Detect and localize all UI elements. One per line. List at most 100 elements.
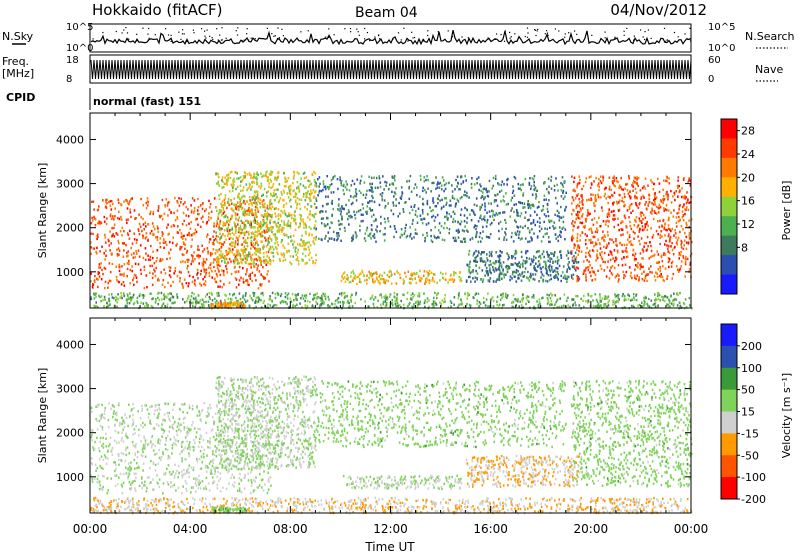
range-cell: [635, 258, 637, 260]
range-cell: [410, 282, 412, 284]
range-cell: [654, 201, 656, 203]
range-cell: [197, 269, 199, 271]
range-cell: [549, 279, 551, 281]
range-cell: [218, 227, 220, 229]
range-cell: [391, 299, 393, 301]
range-cell: [439, 279, 441, 281]
range-cell: [534, 269, 536, 271]
range-cell: [338, 301, 340, 303]
range-cell: [623, 271, 625, 273]
range-cell: [688, 242, 690, 244]
range-cell: [525, 211, 527, 213]
range-cell: [348, 209, 350, 211]
range-cell: [231, 184, 233, 186]
range-cell: [518, 201, 520, 203]
range-cell: [526, 276, 528, 278]
range-cell: [489, 251, 491, 253]
range-cell: [207, 233, 209, 235]
range-cell: [460, 197, 462, 199]
range-cell: [375, 187, 377, 189]
range-cell: [455, 205, 457, 207]
range-cell: [632, 244, 634, 246]
range-cell: [447, 281, 449, 283]
range-cell: [572, 220, 574, 222]
range-cell: [487, 270, 489, 272]
range-cell: [629, 234, 631, 236]
beam-title: Beam 04: [355, 5, 418, 21]
range-cell: [149, 272, 151, 274]
range-cell: [682, 210, 684, 212]
range-cell: [658, 207, 660, 209]
range-cell: [315, 172, 317, 174]
range-cell: [524, 217, 526, 219]
range-cell: [441, 199, 443, 201]
range-cell: [511, 277, 513, 279]
range-cell: [589, 264, 591, 266]
range-cell: [665, 208, 667, 210]
range-cell: [281, 241, 283, 243]
range-cell: [579, 182, 581, 184]
nsearch-dot: [664, 28, 665, 29]
range-cell: [548, 199, 550, 201]
range-cell: [145, 247, 147, 249]
range-cell: [362, 203, 364, 205]
range-cell: [232, 232, 234, 234]
range-cell: [529, 177, 531, 179]
range-cell: [636, 192, 638, 194]
range-cell: [580, 209, 582, 211]
range-cell: [307, 300, 309, 302]
range-cell: [238, 177, 240, 179]
range-cell: [267, 261, 269, 263]
range-cell: [627, 256, 629, 258]
range-cell: [577, 267, 579, 269]
range-cell: [678, 185, 680, 187]
range-cell: [411, 191, 413, 193]
range-cell: [314, 224, 316, 226]
range-cell: [571, 237, 573, 239]
range-cell: [117, 240, 119, 242]
range-cell: [563, 190, 565, 192]
range-cell: [661, 230, 663, 232]
range-cell: [191, 263, 193, 265]
range-cell: [490, 277, 492, 279]
range-cell: [306, 226, 308, 228]
range-cell: [562, 176, 564, 178]
range-cell: [133, 284, 135, 286]
range-cell: [236, 178, 238, 180]
range-cell: [202, 208, 204, 210]
range-cell: [633, 296, 635, 298]
range-cell: [600, 300, 602, 302]
range-cell: [603, 303, 605, 305]
range-cell: [213, 261, 215, 263]
range-cell: [533, 297, 535, 299]
power-panel: Slant Range [km] 1000 2000 3000 4000 Pow…: [36, 113, 793, 310]
range-cell: [298, 187, 300, 189]
range-cell: [457, 176, 459, 178]
range-cell: [376, 177, 378, 179]
range-cell: [442, 273, 444, 275]
range-cell: [321, 190, 323, 192]
range-cell: [352, 280, 354, 282]
nsearch-dot: [412, 37, 413, 38]
range-cell: [588, 266, 590, 268]
range-cell: [525, 303, 527, 305]
range-cell: [376, 278, 378, 280]
range-cell: [628, 177, 630, 179]
range-cell: [651, 202, 653, 204]
range-cell: [585, 233, 587, 235]
range-cell: [572, 256, 574, 258]
range-cell: [499, 250, 501, 252]
range-cell: [258, 223, 260, 225]
nsearch-dot: [358, 31, 359, 32]
range-cell: [558, 212, 560, 214]
range-cell: [250, 226, 252, 228]
range-cell: [338, 198, 340, 200]
range-cell: [99, 275, 101, 277]
range-cell: [224, 241, 226, 243]
range-cell: [211, 211, 213, 213]
range-cell: [371, 177, 373, 179]
range-cell: [645, 201, 647, 203]
range-cell: [109, 262, 111, 264]
range-cell: [183, 254, 185, 256]
range-cell: [554, 251, 556, 253]
